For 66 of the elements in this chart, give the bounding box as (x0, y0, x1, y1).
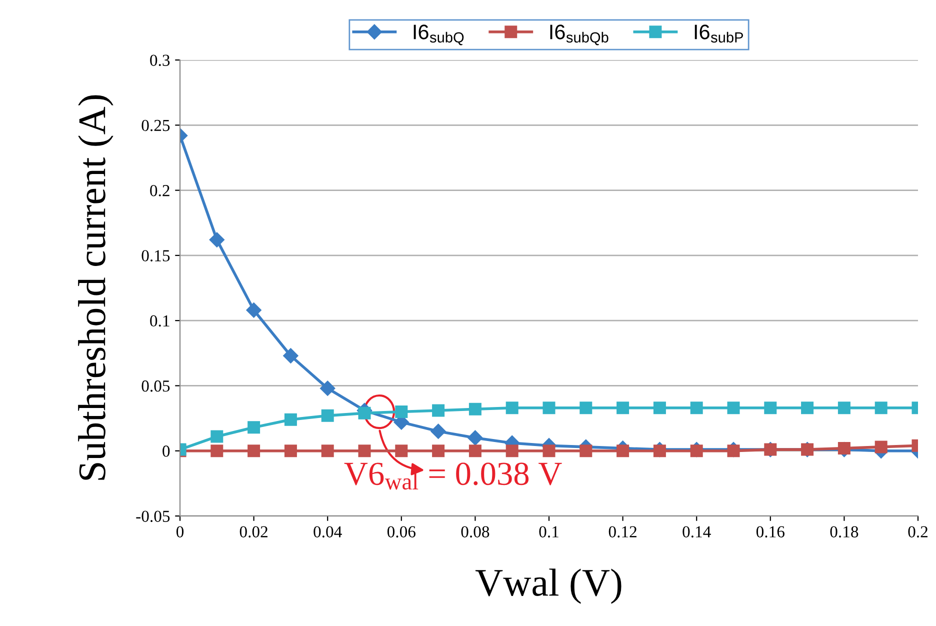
y-tick-label: 0.3 (150, 54, 170, 66)
y-tick-label: 0.15 (142, 250, 170, 262)
y-tick-label: -0.05 (136, 510, 170, 522)
point (653, 444, 666, 458)
point (358, 406, 371, 420)
point (727, 444, 740, 458)
point (283, 348, 298, 364)
point (432, 404, 445, 417)
point (653, 402, 666, 414)
point (542, 444, 556, 458)
point (210, 444, 224, 458)
x-tick-label: 0.04 (314, 526, 342, 538)
point (506, 444, 518, 458)
point (432, 444, 445, 458)
point (248, 444, 260, 458)
y-tick-label: 0.25 (142, 120, 170, 132)
x-tick-label: 0.12 (608, 526, 636, 538)
point (430, 424, 446, 439)
point (468, 444, 482, 458)
x-tick-label: 0.14 (682, 526, 711, 538)
y-tick-label: 0.1 (150, 315, 170, 327)
legend-label: I6$_{subP}$ (694, 24, 743, 43)
x-tick-label: 0.2 (908, 526, 928, 538)
point (874, 440, 888, 454)
x-axis-title: Vwal (V) (475, 568, 622, 604)
x-tick-label: 0.18 (830, 526, 858, 538)
y-tick-label: 0.2 (150, 184, 170, 196)
point (210, 430, 224, 443)
point (616, 402, 630, 414)
point (690, 444, 703, 458)
point (838, 402, 850, 414)
point (320, 380, 336, 396)
point (616, 444, 630, 458)
x-tick-label: 0.1 (539, 526, 558, 538)
point (580, 444, 592, 458)
point (764, 402, 777, 414)
y-tick-label: 0 (162, 446, 170, 457)
x-tick-label: 0.08 (461, 526, 490, 538)
y-tick-label: 0.05 (142, 380, 170, 392)
point (468, 430, 483, 446)
y-axis-title: Subthreshold current (A) (78, 95, 114, 480)
point (727, 402, 740, 414)
point (506, 402, 518, 414)
point (358, 444, 371, 458)
point (284, 444, 297, 458)
point (468, 402, 482, 416)
point (321, 409, 334, 422)
point (248, 421, 260, 434)
x-tick-label: 0.06 (387, 526, 416, 538)
point (690, 402, 703, 414)
annotation: V6$_{wal}$ = 0.038 V (344, 462, 562, 490)
point (838, 442, 850, 454)
x-tick-label: 0.16 (756, 526, 784, 538)
point (246, 302, 262, 318)
legend-label: I6$_{subQ}$ (414, 24, 464, 46)
point (580, 402, 592, 414)
x-tick-label: 0 (176, 526, 184, 538)
point (321, 444, 334, 458)
point (284, 413, 297, 426)
legend-label: I6$_{subQb}$ (550, 24, 608, 46)
point (209, 232, 224, 248)
x-tick-label: 0.02 (240, 526, 268, 538)
point (542, 402, 556, 414)
point (395, 406, 408, 418)
point (874, 402, 888, 414)
point (801, 402, 814, 414)
